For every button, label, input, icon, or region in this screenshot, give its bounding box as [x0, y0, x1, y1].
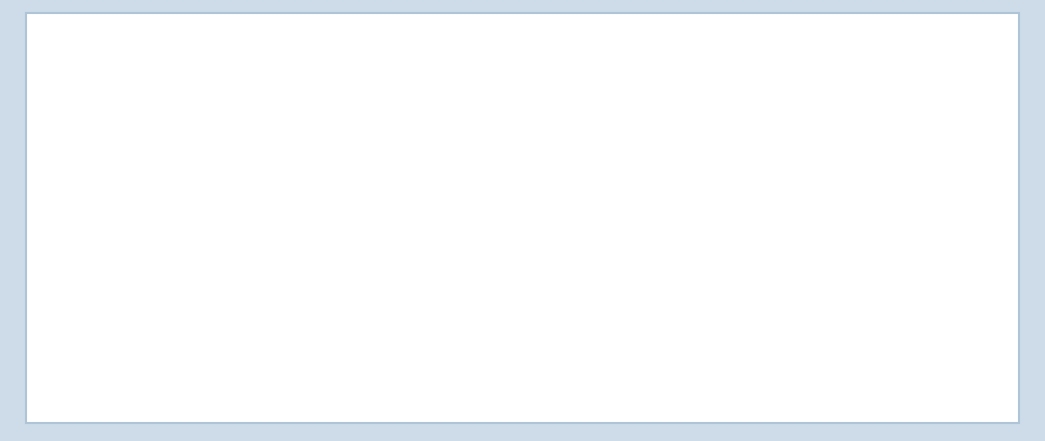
- Text: Show all electron flow with arrows and draw the: Show all electron flow with arrows and d…: [57, 181, 575, 201]
- Text: for the following reaction.: for the following reaction.: [57, 106, 342, 126]
- Text: O: O: [200, 318, 215, 336]
- Text: CH$_3$: CH$_3$: [282, 360, 320, 380]
- Text: Predict the product and write the complete stepwise mechanism: Predict the product and write the comple…: [57, 31, 754, 51]
- Text: H$_2$SO$_4$, CH$_3$OH: H$_2$SO$_4$, CH$_3$OH: [420, 267, 583, 291]
- Text: intermediate structures.: intermediate structures.: [57, 256, 319, 276]
